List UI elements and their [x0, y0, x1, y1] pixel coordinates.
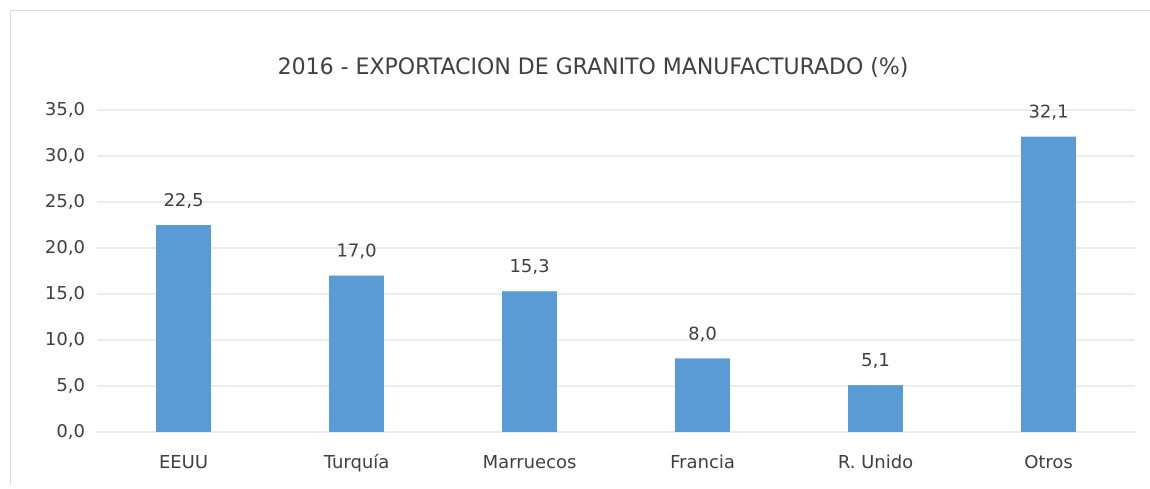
bar: [502, 291, 557, 432]
chart-title: 2016 - EXPORTACION DE GRANITO MANUFACTUR…: [278, 55, 909, 80]
y-tick-label: 20,0: [45, 237, 85, 258]
value-label: 15,3: [509, 256, 549, 277]
value-label: 8,0: [688, 323, 717, 344]
y-tick-label: 0,0: [56, 421, 85, 442]
value-label: 5,1: [861, 350, 890, 371]
y-tick-label: 35,0: [45, 99, 85, 120]
x-tick-label: Marruecos: [483, 452, 577, 473]
y-tick-label: 25,0: [45, 191, 85, 212]
x-tick-label: R. Unido: [838, 452, 913, 473]
bar: [329, 276, 384, 432]
value-label: 17,0: [336, 241, 376, 262]
y-tick-label: 10,0: [45, 329, 85, 350]
bar: [848, 385, 903, 432]
x-tick-label: Turquía: [323, 452, 390, 473]
x-tick-label: Otros: [1024, 452, 1073, 473]
bar: [156, 225, 211, 432]
x-tick-label: Francia: [670, 452, 735, 473]
y-tick-label: 15,0: [45, 283, 85, 304]
x-tick-label: EEUU: [159, 452, 208, 473]
y-tick-label: 30,0: [45, 145, 85, 166]
bar: [675, 358, 730, 432]
value-label: 32,1: [1028, 102, 1068, 123]
y-tick-label: 5,0: [56, 375, 85, 396]
value-label: 22,5: [163, 190, 203, 211]
bar: [1021, 137, 1076, 432]
